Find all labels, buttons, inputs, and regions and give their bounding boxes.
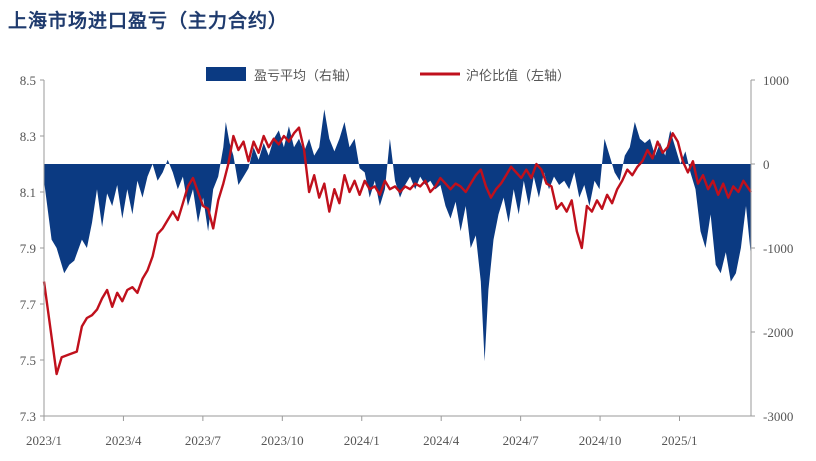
left-tick-label: 8.5 — [20, 73, 36, 88]
right-tick-label: 0 — [763, 157, 770, 172]
x-tick-label: 2025/1 — [661, 433, 697, 448]
chart-title: 上海市场进口盈亏（主力合约） — [8, 10, 289, 32]
x-tick-label: 2023/7 — [185, 433, 222, 448]
x-tick-label: 2024/1 — [344, 433, 380, 448]
axes: 8.5 8.3 8.1 7.9 7.7 7.5 7.3 1000 0 -1000 -2000 -300… — [20, 73, 794, 448]
x-tick-label: 2024/7 — [503, 433, 540, 448]
right-tick-label: -2000 — [763, 325, 793, 340]
left-tick-label: 8.3 — [20, 129, 36, 144]
x-tick-label: 2023/10 — [261, 433, 304, 448]
left-tick-label: 7.3 — [20, 409, 36, 424]
left-tick-label: 8.1 — [20, 185, 36, 200]
x-tick-label: 2024/4 — [423, 433, 460, 448]
right-tick-label: -1000 — [763, 241, 793, 256]
right-tick-label: 1000 — [763, 73, 789, 88]
ratio-line — [42, 126, 752, 376]
left-tick-label: 7.5 — [20, 353, 36, 368]
left-tick-label: 7.9 — [20, 241, 36, 256]
profit-loss-area-layer — [44, 109, 751, 362]
ratio-line-layer — [42, 126, 752, 376]
legend-label-line: 沪伦比值（左轴） — [466, 68, 570, 84]
x-tick-label: 2023/1 — [26, 433, 62, 448]
x-tick-label: 2024/10 — [579, 433, 622, 448]
legend-swatch-area — [206, 67, 246, 81]
right-tick-label: -3000 — [763, 409, 793, 424]
left-tick-label: 7.7 — [20, 297, 37, 312]
legend-label-area: 盈亏平均（右轴） — [254, 69, 358, 84]
x-tick-label: 2023/4 — [105, 433, 142, 448]
profit-loss-area — [44, 109, 751, 362]
legend: 盈亏平均（右轴） 沪伦比值（左轴） — [206, 67, 570, 84]
